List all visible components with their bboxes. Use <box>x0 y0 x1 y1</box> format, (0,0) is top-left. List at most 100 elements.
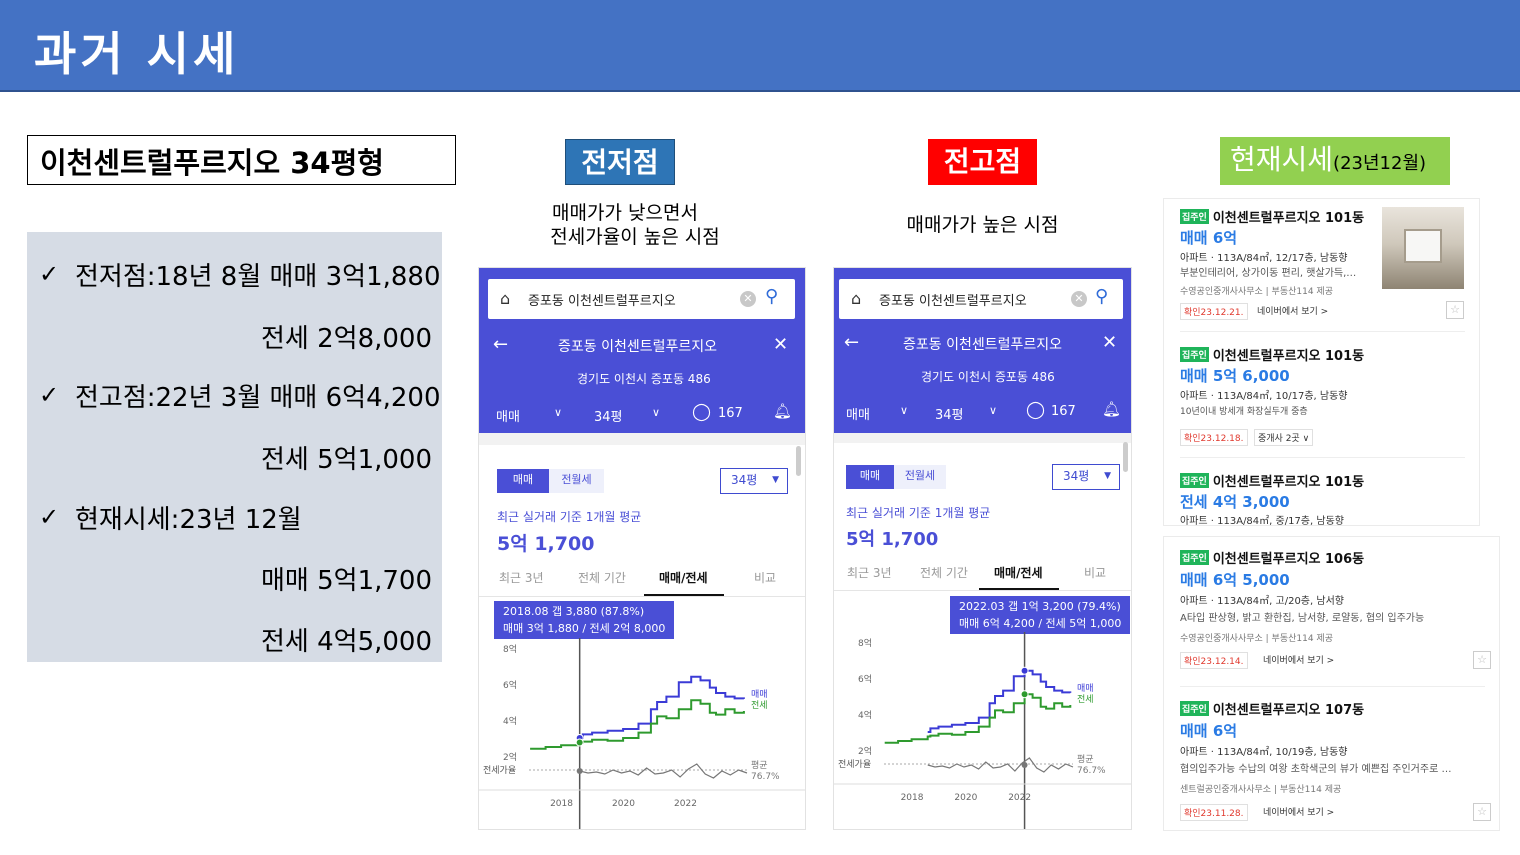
y-tick-label: 4억 <box>503 715 517 727</box>
summary-line: 전저점:18년 8월 매매 3억1,880 <box>75 262 441 292</box>
recent-price-label: 최근 실거래 기준 1개월 평균 <box>497 510 642 524</box>
average-value: 76.7% <box>1077 766 1106 776</box>
complex-address: 경기도 이천시 증포동 486 <box>921 370 1055 384</box>
y-tick-label: 2억 <box>858 745 872 757</box>
close-icon[interactable]: ✕ <box>1102 332 1118 353</box>
apartment-name-box: 이천센트럴푸르지오 34평형 <box>27 135 456 185</box>
search-icon[interactable]: ⚲ <box>1095 286 1109 307</box>
x-tick-label: 2020 <box>612 799 635 809</box>
chevron-down-icon[interactable]: ∨ <box>989 404 998 417</box>
size-select[interactable]: 34평 ▼ <box>1052 464 1120 490</box>
recent-price: 5억 1,700 <box>497 533 595 555</box>
listing-name: 이천센트럴푸르지오 101동 <box>1212 211 1365 226</box>
naver-link[interactable]: 네이버에서 보기 > <box>1263 656 1335 666</box>
clear-icon[interactable]: ✕ <box>740 291 756 307</box>
marker-point <box>1021 762 1028 768</box>
tooltip-line2: 매매 6억 4,200 / 전세 5억 1,000 <box>959 617 1122 630</box>
listing-desc: A타입 판상형, 밝고 환한집, 남서향, 로얄동, 협의 입주가능 <box>1180 613 1425 624</box>
listing-desc: 협의입주가능 수납의 여왕 초학색군의 뷰가 예쁜집 주인거주로 … <box>1180 764 1452 775</box>
owner-tag: 집주인 <box>1180 473 1209 488</box>
owner-tag: 집주인 <box>1180 347 1209 362</box>
caret-down-icon: ▼ <box>1104 471 1111 481</box>
bell-icon[interactable]: 🔔︎ <box>1102 400 1122 418</box>
tab-recent-3y[interactable]: 최근 3년 <box>847 566 892 580</box>
listing-desc: 10년이내 방세개 화장실두개 중층 <box>1180 407 1308 417</box>
listing-price: 매매 5억 6,000 <box>1180 367 1290 385</box>
filter-trade-type[interactable]: 매매 <box>846 408 870 423</box>
x-tick-label: 2022 <box>674 799 697 809</box>
clear-icon[interactable]: ✕ <box>1071 291 1087 307</box>
naver-link[interactable]: 네이버에서 보기 > <box>1263 808 1335 818</box>
back-arrow-icon[interactable]: ← <box>493 334 509 355</box>
check-icon: ✓ <box>39 503 60 531</box>
search-input[interactable]: ⌂ 증포동 이천센트럴푸르지오 ✕ ⚲ <box>839 279 1123 319</box>
marker-point <box>575 738 584 747</box>
summary-line: 전세 4억5,000 <box>261 627 432 657</box>
tab-sale[interactable]: 매매 <box>846 465 894 489</box>
search-input[interactable]: ⌂ 증포동 이천센트럴푸르지오 ✕ ⚲ <box>488 279 795 319</box>
comment-icon[interactable]: ◯ <box>692 402 712 422</box>
marker-point <box>1020 690 1029 699</box>
x-tick-label: 2018 <box>550 799 573 809</box>
tab-all-period[interactable]: 전체 기간 <box>920 566 968 580</box>
filter-size[interactable]: 34평 <box>935 408 964 423</box>
chevron-down-icon[interactable]: ∨ <box>652 406 661 419</box>
comment-icon[interactable]: ◯ <box>1026 400 1046 420</box>
chevron-down-icon[interactable]: ∨ <box>900 404 909 417</box>
filter-trade-type[interactable]: 매매 <box>496 410 520 425</box>
slide-title: 과거 시세 <box>34 27 240 81</box>
filter-size[interactable]: 34평 <box>594 410 623 425</box>
check-icon: ✓ <box>39 260 60 288</box>
legend-sale: 매매 <box>751 689 768 700</box>
naver-link[interactable]: 네이버에서 보기 > <box>1257 307 1329 317</box>
low-point-badge: 전저점 <box>565 139 675 185</box>
bell-icon[interactable]: 🔔︎ <box>773 402 793 420</box>
current-price-badge: 현재시세(23년12월) <box>1220 137 1450 185</box>
low-caption-line1: 매매가가 낮으면서 <box>552 202 698 224</box>
tab-compare[interactable]: 비교 <box>1084 566 1107 580</box>
x-tick-label: 2018 <box>901 793 924 803</box>
size-select[interactable]: 34평 ▼ <box>720 468 788 494</box>
tooltip-line2: 매매 3억 1,880 / 전세 2억 8,000 <box>503 622 666 635</box>
confirm-date: 확인23.12.14. <box>1180 652 1248 669</box>
agency-count-dropdown[interactable]: 중개사 2곳 ∨ <box>1254 429 1314 446</box>
chart-tooltip: 2018.08 갭 3,880 (87.8%) 매매 3억 1,880 / 전세 … <box>494 601 675 639</box>
listing-desc: 부분인테리어, 상가이동 편리, 햇살가득,… <box>1180 268 1357 279</box>
star-icon[interactable]: ☆ <box>1473 803 1491 821</box>
listing-name: 이천센트럴푸르지오 101동 <box>1212 475 1365 490</box>
owner-tag: 집주인 <box>1180 209 1209 224</box>
listing-info: 아파트 · 113A/84㎡, 10/17층, 남동향 <box>1180 391 1348 402</box>
listing-price: 전세 4억 3,000 <box>1180 493 1290 511</box>
average-label: 평균 <box>1077 754 1094 765</box>
tab-rent[interactable]: 전월세 <box>894 465 946 489</box>
x-tick-label: 2020 <box>954 793 977 803</box>
tab-compare[interactable]: 비교 <box>754 571 777 585</box>
close-icon[interactable]: ✕ <box>773 334 789 355</box>
tab-all-period[interactable]: 전체 기간 <box>578 571 626 585</box>
current-price-badge-main: 현재시세 <box>1230 143 1334 176</box>
tab-sale-jeonse[interactable]: 매매/전세 <box>994 566 1043 580</box>
owner-tag: 집주인 <box>1180 550 1209 565</box>
ratio-label: 전세가율 <box>838 759 871 770</box>
recent-price-label: 최근 실거래 기준 1개월 평균 <box>846 506 991 520</box>
summary-line: 전세 2억8,000 <box>261 324 432 354</box>
high-point-badge: 전고점 <box>928 139 1037 185</box>
tab-rent[interactable]: 전월세 <box>549 469 604 493</box>
listing-name: 이천센트럴푸르지오 101동 <box>1212 349 1365 364</box>
star-icon[interactable]: ☆ <box>1473 651 1491 669</box>
tab-sale-jeonse[interactable]: 매매/전세 <box>659 571 708 585</box>
chevron-down-icon[interactable]: ∨ <box>554 406 563 419</box>
search-icon[interactable]: ⚲ <box>765 286 779 307</box>
home-icon: ⌂ <box>500 289 511 308</box>
complex-title: 증포동 이천센트럴푸르지오 <box>558 339 718 355</box>
back-arrow-icon[interactable]: ← <box>844 332 860 353</box>
tab-sale[interactable]: 매매 <box>497 469 549 493</box>
listing-name: 이천센트럴푸르지오 107동 <box>1212 703 1365 718</box>
tab-recent-3y[interactable]: 최근 3년 <box>499 571 544 585</box>
listing-info: 아파트 · 113A/84㎡, 중/17층, 남동향 <box>1180 516 1344 527</box>
summary-line: 매매 5억1,700 <box>261 566 432 596</box>
star-icon[interactable]: ☆ <box>1446 301 1464 319</box>
chart-tooltip: 2022.03 갭 1억 3,200 (79.4%) 매매 6억 4,200 / … <box>950 596 1131 634</box>
